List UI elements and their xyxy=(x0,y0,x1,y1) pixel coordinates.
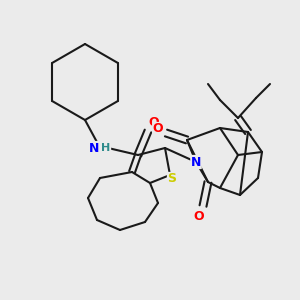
Text: S: S xyxy=(167,172,176,185)
Text: H: H xyxy=(101,143,111,153)
Text: O: O xyxy=(194,209,204,223)
Text: N: N xyxy=(89,142,99,154)
Text: O: O xyxy=(153,122,163,136)
Text: N: N xyxy=(191,155,201,169)
Text: O: O xyxy=(149,116,159,130)
